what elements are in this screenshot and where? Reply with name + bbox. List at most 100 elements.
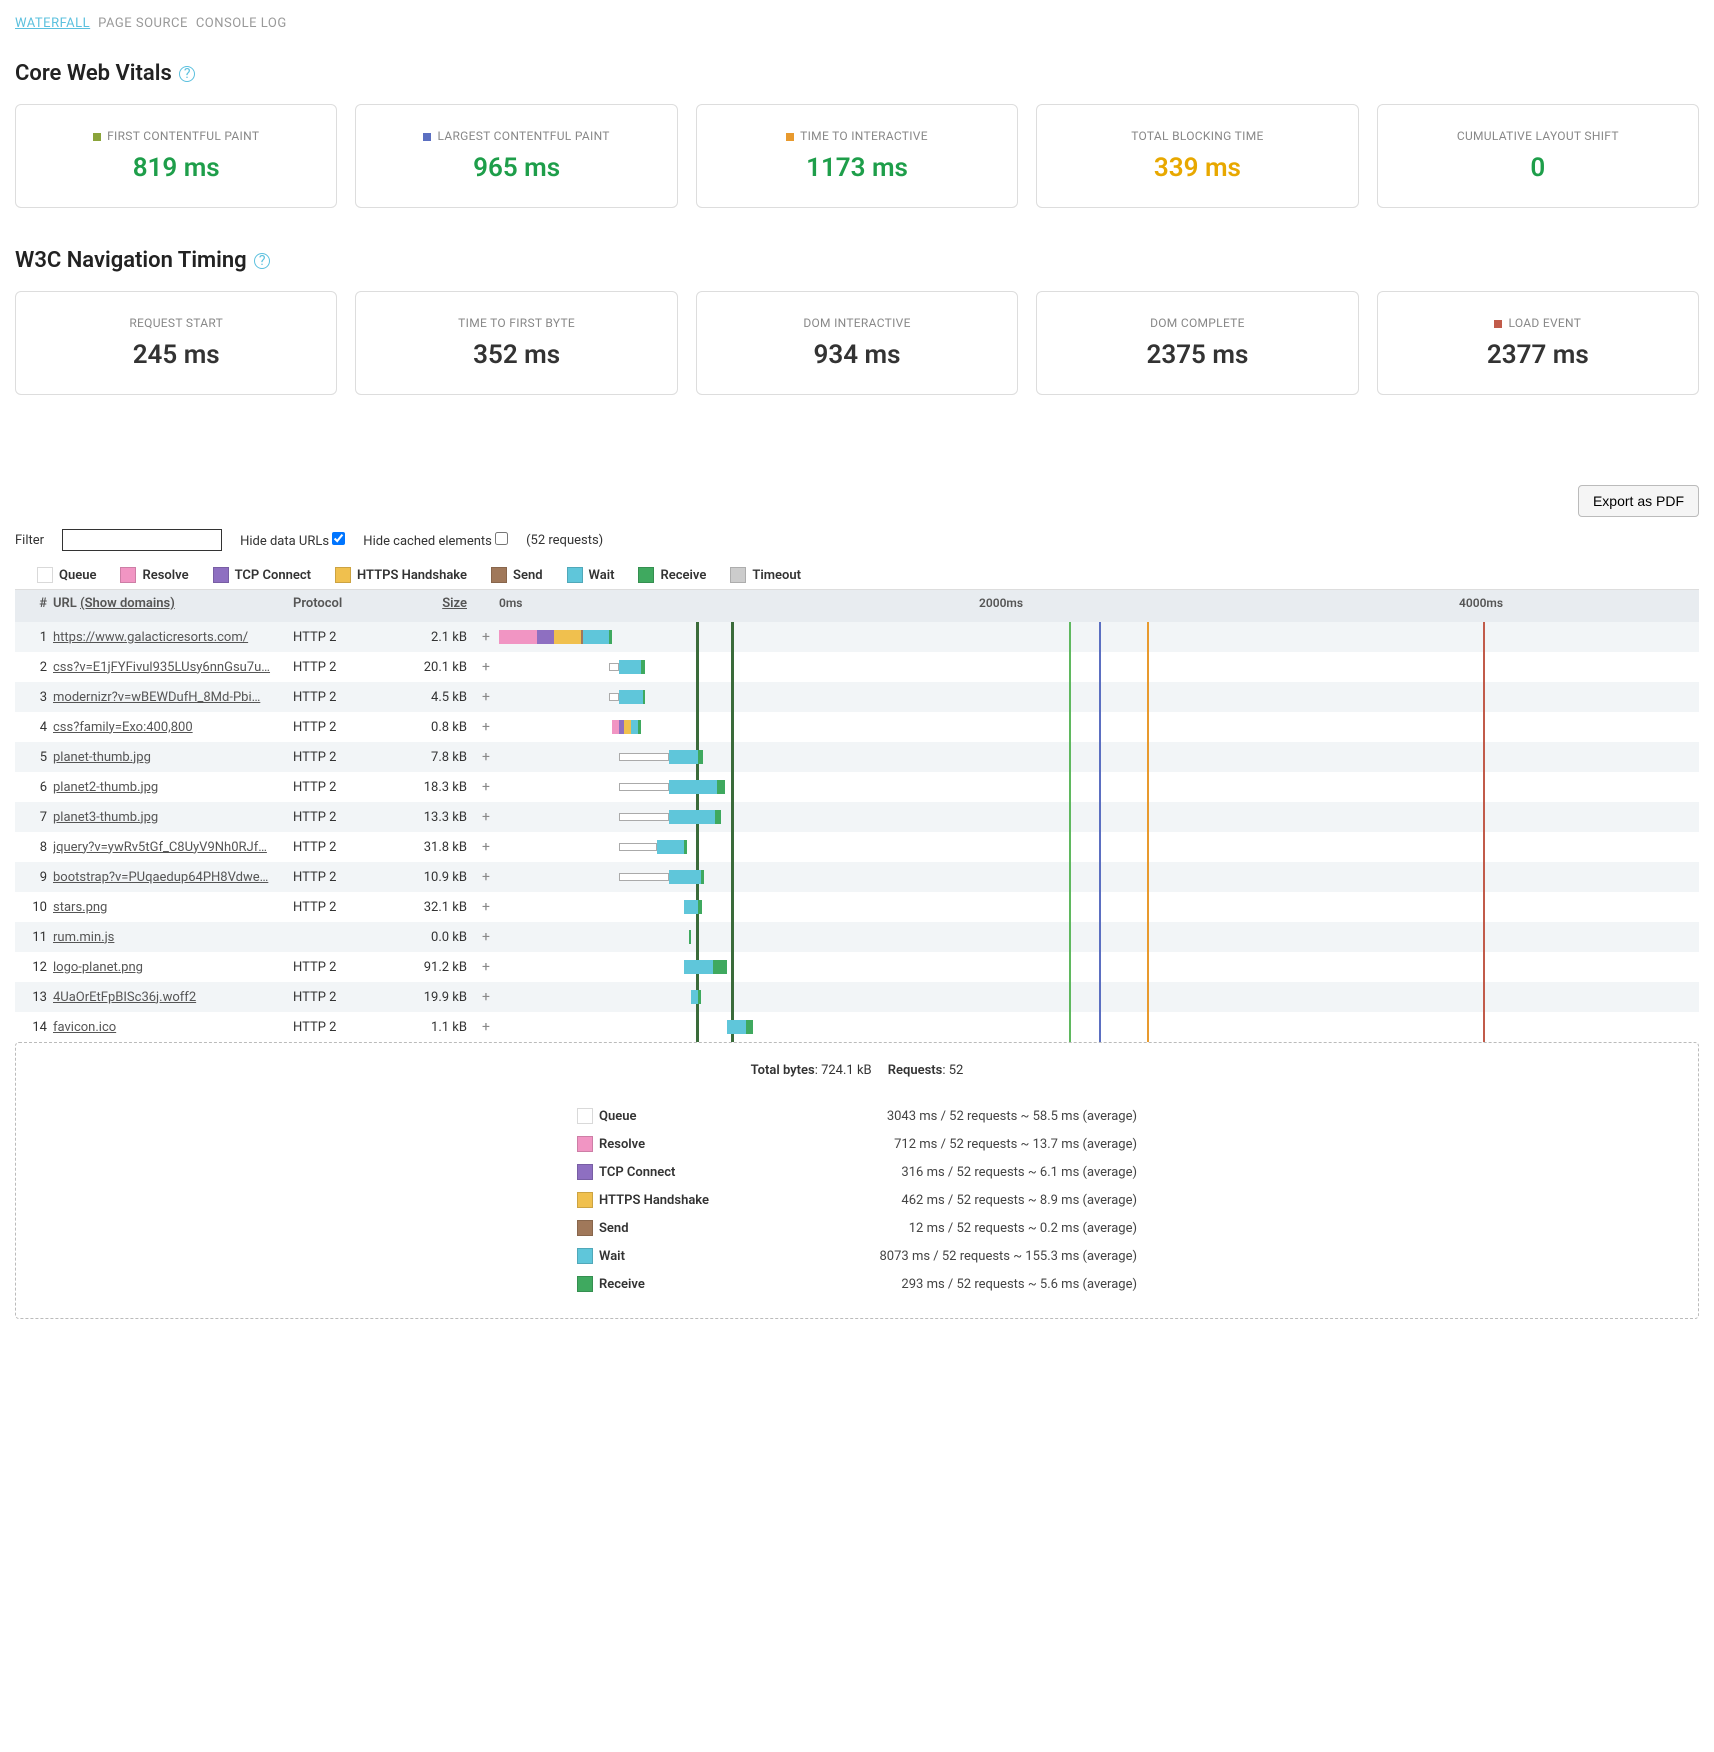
expand-row-button[interactable]: +: [473, 659, 499, 675]
timing-segment-wait: [684, 900, 698, 914]
timing-segment-tcp: [537, 630, 554, 644]
size: 0.8 kB: [413, 720, 473, 735]
timing-segment-wait: [727, 1020, 746, 1034]
size: 13.3 kB: [413, 810, 473, 825]
timing-segment-queue: [609, 693, 619, 701]
resource-url-link[interactable]: planet-thumb.jpg: [53, 750, 151, 765]
protocol: HTTP 2: [293, 870, 413, 885]
metric-card: TIME TO FIRST BYTE352 ms: [355, 291, 677, 395]
resource-url-link[interactable]: rum.min.js: [53, 930, 114, 945]
timing-segment-wait: [669, 870, 700, 884]
protocol: HTTP 2: [293, 750, 413, 765]
resource-url-link[interactable]: planet3-thumb.jpg: [53, 810, 158, 825]
export-pdf-button[interactable]: Export as PDF: [1578, 485, 1699, 517]
expand-row-button[interactable]: +: [473, 989, 499, 1005]
summary-value: 12 ms / 52 requests ~ 0.2 ms (average): [757, 1221, 1137, 1236]
help-icon[interactable]: ?: [254, 253, 270, 269]
timing-segment-wait: [669, 750, 698, 764]
expand-row-button[interactable]: +: [473, 1019, 499, 1035]
timing-segment-queue: [619, 813, 669, 821]
size: 19.9 kB: [413, 990, 473, 1005]
summary-row: Receive293 ms / 52 requests ~ 5.6 ms (av…: [577, 1270, 1137, 1298]
expand-row-button[interactable]: +: [473, 689, 499, 705]
metric-card: TIME TO INTERACTIVE1173 ms: [696, 104, 1018, 208]
expand-row-button[interactable]: +: [473, 839, 499, 855]
resource-url-link[interactable]: https://www.galacticresorts.com/: [53, 630, 248, 645]
summary-row: Wait8073 ms / 52 requests ~ 155.3 ms (av…: [577, 1242, 1137, 1270]
legend-item: HTTPS Handshake: [335, 567, 467, 583]
legend-swatch-icon: [730, 567, 746, 583]
expand-row-button[interactable]: +: [473, 929, 499, 945]
resource-url-link[interactable]: logo-planet.png: [53, 960, 143, 975]
row-number: 3: [15, 690, 53, 705]
resource-url-link[interactable]: jquery?v=ywRv5tGf_C8UyV9Nh0RJf…: [53, 840, 267, 855]
expand-row-button[interactable]: +: [473, 959, 499, 975]
expand-row-button[interactable]: +: [473, 719, 499, 735]
timing-segment-receive: [715, 810, 721, 824]
resource-url-link[interactable]: stars.png: [53, 900, 107, 915]
help-icon[interactable]: ?: [179, 66, 195, 82]
legend-item: Resolve: [120, 567, 188, 583]
filter-label: Filter: [15, 533, 44, 548]
metric-card: FIRST CONTENTFUL PAINT819 ms: [15, 104, 337, 208]
timing-chart: [499, 1016, 1699, 1038]
resource-url-link[interactable]: css?family=Exo:400,800: [53, 720, 193, 735]
resource-url-link[interactable]: planet2-thumb.jpg: [53, 780, 158, 795]
timing-segment-queue: [619, 753, 669, 761]
expand-row-button[interactable]: +: [473, 899, 499, 915]
hide-cached-checkbox[interactable]: [495, 532, 508, 545]
metric-card: TOTAL BLOCKING TIME339 ms: [1036, 104, 1358, 208]
resource-url-link[interactable]: bootstrap?v=PUqaedup64PH8Vdwe…: [53, 870, 268, 885]
metric-card: DOM COMPLETE2375 ms: [1036, 291, 1358, 395]
view-tabs: WATERFALL PAGE SOURCE CONSOLE LOG: [15, 15, 1699, 31]
legend: QueueResolveTCP ConnectHTTPS HandshakeSe…: [15, 561, 1699, 589]
expand-row-button[interactable]: +: [473, 629, 499, 645]
show-domains-link[interactable]: (Show domains): [80, 596, 175, 611]
row-number: 14: [15, 1020, 53, 1035]
summary-row: HTTPS Handshake462 ms / 52 requests ~ 8.…: [577, 1186, 1137, 1214]
resource-url-link[interactable]: favicon.ico: [53, 1020, 116, 1035]
summary-value: 3043 ms / 52 requests ~ 58.5 ms (average…: [757, 1109, 1137, 1124]
waterfall-table: # URL (Show domains) Protocol Size 0ms20…: [15, 589, 1699, 1042]
size: 10.9 kB: [413, 870, 473, 885]
resource-url-link[interactable]: 4UaOrEtFpBISc36j.woff2: [53, 990, 196, 1005]
row-number: 6: [15, 780, 53, 795]
hide-cached-label[interactable]: Hide cached elements: [363, 532, 508, 549]
row-number: 13: [15, 990, 53, 1005]
axis-tick: 2000ms: [979, 596, 1023, 610]
size: 2.1 kB: [413, 630, 473, 645]
tab-waterfall[interactable]: WATERFALL: [15, 16, 90, 31]
timing-segment-resolve: [612, 720, 619, 734]
resource-url-link[interactable]: modernizr?v=wBEWDufH_8Md-Pbi…: [53, 690, 260, 705]
timing-chart: [499, 716, 1699, 738]
table-row: 14favicon.icoHTTP 21.1 kB+: [15, 1012, 1699, 1042]
hide-urls-checkbox[interactable]: [332, 532, 345, 545]
timing-chart: [499, 776, 1699, 798]
protocol: HTTP 2: [293, 900, 413, 915]
timing-segment-wait: [684, 960, 713, 974]
table-row: 134UaOrEtFpBISc36j.woff2HTTP 219.9 kB+: [15, 982, 1699, 1012]
expand-row-button[interactable]: +: [473, 779, 499, 795]
row-number: 5: [15, 750, 53, 765]
resource-url-link[interactable]: css?v=E1jFYFivul935LUsy6nnGsu7u…: [53, 660, 270, 675]
legend-swatch-icon: [638, 567, 654, 583]
size: 0.0 kB: [413, 930, 473, 945]
tab-page-source[interactable]: PAGE SOURCE: [98, 16, 188, 31]
timing-chart: [499, 836, 1699, 858]
filter-input[interactable]: [62, 529, 222, 551]
tab-console-log[interactable]: CONSOLE LOG: [196, 16, 287, 31]
expand-row-button[interactable]: +: [473, 869, 499, 885]
timing-chart: [499, 986, 1699, 1008]
table-row: 1https://www.galacticresorts.com/HTTP 22…: [15, 622, 1699, 652]
hide-urls-label[interactable]: Hide data URLs: [240, 532, 345, 549]
expand-row-button[interactable]: +: [473, 749, 499, 765]
metric-card: DOM INTERACTIVE934 ms: [696, 291, 1018, 395]
size: 32.1 kB: [413, 900, 473, 915]
timing-segment-receive: [698, 990, 700, 1004]
timing-segment-resolve: [499, 630, 537, 644]
timing-segment-receive: [641, 660, 646, 674]
table-row: 11rum.min.js0.0 kB+: [15, 922, 1699, 952]
row-number: 1: [15, 630, 53, 645]
size: 4.5 kB: [413, 690, 473, 705]
expand-row-button[interactable]: +: [473, 809, 499, 825]
